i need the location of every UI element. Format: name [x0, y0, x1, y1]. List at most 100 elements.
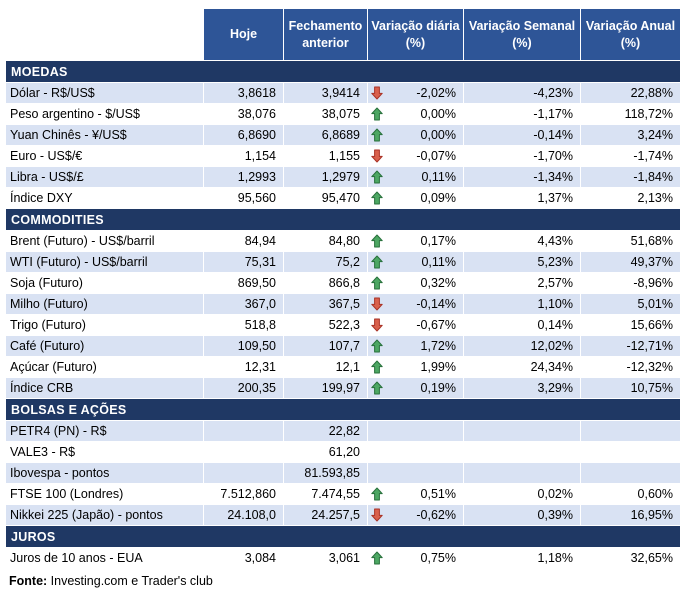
row-label: PETR4 (PN) - R$ [5, 420, 204, 442]
row-label: Juros de 10 anos - EUA [5, 547, 204, 569]
down-arrow-icon [371, 318, 383, 332]
variacao-diaria-cell: -0,14% [367, 293, 464, 315]
variacao-diaria-cell [367, 441, 464, 463]
down-arrow-icon [371, 149, 383, 163]
variacao-diaria-value: 1,99% [420, 360, 456, 374]
variacao-diaria-cell: 0,19% [367, 377, 464, 399]
variacao-anual-value: -12,32% [580, 356, 681, 378]
up-arrow-icon [371, 381, 383, 395]
row-label: Índice DXY [5, 187, 204, 209]
up-arrow-icon [371, 339, 383, 353]
fechamento-anterior-value: 75,2 [283, 251, 368, 273]
variacao-diaria-value: 0,09% [420, 191, 456, 205]
row-label: Nikkei 225 (Japão) - pontos [5, 504, 204, 526]
table-row: Ibovespa - pontos 81.593,85 [5, 462, 681, 484]
variacao-semanal-value: 1,37% [463, 187, 581, 209]
variacao-anual-value [580, 462, 681, 484]
source-label: Fonte: [9, 574, 48, 588]
row-label: FTSE 100 (Londres) [5, 483, 204, 505]
hoje-value: 84,94 [203, 230, 284, 252]
variacao-semanal-value: 3,29% [463, 377, 581, 399]
row-label: Açúcar (Futuro) [5, 356, 204, 378]
fechamento-anterior-value: 61,20 [283, 441, 368, 463]
section-row: BOLSAS E AÇÕES [5, 398, 681, 421]
variacao-anual-value: 118,72% [580, 103, 681, 125]
variacao-diaria-value: -0,14% [416, 297, 456, 311]
variacao-semanal-value: -1,17% [463, 103, 581, 125]
variacao-diaria-cell: 0,75% [367, 547, 464, 569]
fechamento-anterior-value: 95,470 [283, 187, 368, 209]
variacao-diaria-value: -0,62% [416, 508, 456, 522]
variacao-diaria-cell: -0,07% [367, 145, 464, 167]
section-header: COMMODITIES [5, 208, 681, 231]
table-row: Peso argentino - $/US$ 38,076 38,075 0,00% -… [5, 103, 681, 125]
variacao-semanal-value: 4,43% [463, 230, 581, 252]
table-row: Índice DXY 95,560 95,470 0,09% 1,37% 2,13% [5, 187, 681, 209]
variacao-diaria-value: 0,17% [420, 234, 456, 248]
hoje-value: 1,154 [203, 145, 284, 167]
variacao-semanal-value [463, 462, 581, 484]
variacao-anual-value: 10,75% [580, 377, 681, 399]
table-row: VALE3 - R$ 61,20 [5, 441, 681, 463]
variacao-diaria-value: -0,07% [416, 149, 456, 163]
hoje-value [203, 420, 284, 442]
variacao-anual-value: 3,24% [580, 124, 681, 146]
up-arrow-icon [371, 551, 383, 565]
variacao-diaria-value: 0,00% [420, 128, 456, 142]
fechamento-anterior-value: 866,8 [283, 272, 368, 294]
hoje-value: 24.108,0 [203, 504, 284, 526]
variacao-semanal-value: 24,34% [463, 356, 581, 378]
fechamento-anterior-value: 22,82 [283, 420, 368, 442]
section-header: BOLSAS E AÇÕES [5, 398, 681, 421]
fechamento-anterior-value: 3,061 [283, 547, 368, 569]
fechamento-anterior-value: 1,2979 [283, 166, 368, 188]
table-row: Euro - US$/€ 1,154 1,155 -0,07% -1,70% -1,74% [5, 145, 681, 167]
variacao-diaria-cell: 0,11% [367, 166, 464, 188]
down-arrow-icon [371, 297, 383, 311]
variacao-diaria-cell: 0,00% [367, 103, 464, 125]
variacao-anual-value: 51,68% [580, 230, 681, 252]
table-row: Café (Futuro) 109,50 107,7 1,72% 12,02% -12,7… [5, 335, 681, 357]
quotes-table: Hoje Fechamento anterior Variação diária (… [5, 8, 681, 569]
variacao-semanal-value [463, 420, 581, 442]
variacao-anual-value: 16,95% [580, 504, 681, 526]
table-row: Índice CRB 200,35 199,97 0,19% 3,29% 10,75% [5, 377, 681, 399]
variacao-semanal-value: 12,02% [463, 335, 581, 357]
fechamento-anterior-value: 3,9414 [283, 82, 368, 104]
variacao-diaria-value: 0,75% [420, 551, 456, 565]
header-row: Hoje Fechamento anterior Variação diária (… [5, 8, 681, 61]
table-row: Libra - US$/£ 1,2993 1,2979 0,11% -1,34% -1,8… [5, 166, 681, 188]
variacao-semanal-value: -1,70% [463, 145, 581, 167]
hoje-value [203, 462, 284, 484]
variacao-anual-value: -8,96% [580, 272, 681, 294]
column-header: Variação Anual (%) [580, 8, 681, 61]
row-label: WTI (Futuro) - US$/barril [5, 251, 204, 273]
variacao-anual-value: 2,13% [580, 187, 681, 209]
variacao-diaria-cell: 1,72% [367, 335, 464, 357]
column-header: Hoje [203, 8, 284, 61]
variacao-semanal-value: 0,39% [463, 504, 581, 526]
variacao-anual-value: -1,84% [580, 166, 681, 188]
up-arrow-icon [371, 234, 383, 248]
variacao-diaria-cell: 0,51% [367, 483, 464, 505]
market-report: Hoje Fechamento anterior Variação diária (… [5, 8, 681, 588]
row-label: Trigo (Futuro) [5, 314, 204, 336]
variacao-diaria-value: 0,11% [421, 255, 456, 269]
variacao-diaria-value: 0,19% [420, 381, 456, 395]
variacao-semanal-value: 1,10% [463, 293, 581, 315]
hoje-value: 12,31 [203, 356, 284, 378]
section-row: MOEDAS [5, 60, 681, 83]
hoje-value: 3,8618 [203, 82, 284, 104]
row-label: Brent (Futuro) - US$/barril [5, 230, 204, 252]
variacao-diaria-cell: 0,11% [367, 251, 464, 273]
variacao-semanal-value: 0,14% [463, 314, 581, 336]
variacao-anual-value: 0,60% [580, 483, 681, 505]
source-note: Fonte: Investing.com e Trader's club [5, 574, 680, 588]
variacao-diaria-cell: -0,62% [367, 504, 464, 526]
column-header: Variação diária (%) [367, 8, 464, 61]
up-arrow-icon [371, 276, 383, 290]
hoje-value: 367,0 [203, 293, 284, 315]
source-text: Investing.com e Trader's club [47, 574, 213, 588]
variacao-diaria-value: -2,02% [416, 86, 456, 100]
variacao-anual-value: -12,71% [580, 335, 681, 357]
